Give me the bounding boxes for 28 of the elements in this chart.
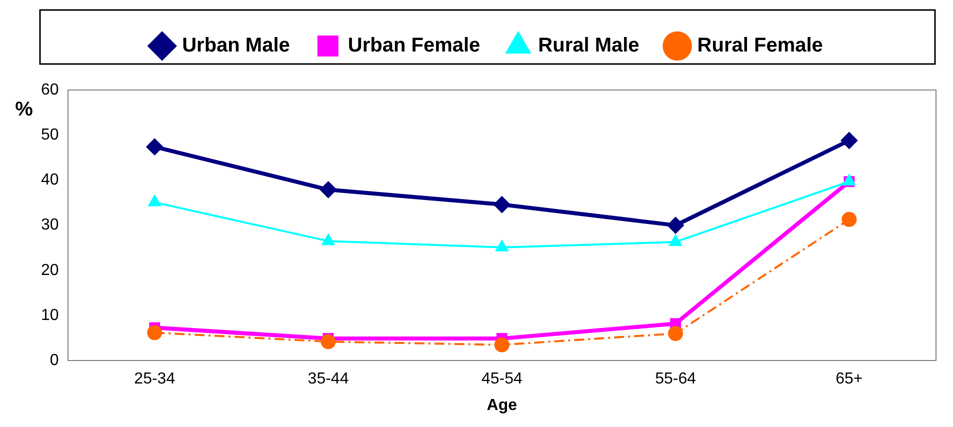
legend-label: Rural Female bbox=[697, 34, 823, 57]
x-tick-label: 65+ bbox=[836, 370, 863, 388]
point bbox=[320, 181, 337, 198]
point bbox=[493, 196, 510, 214]
point bbox=[668, 326, 684, 342]
point bbox=[146, 138, 164, 156]
x-axis-title: Age bbox=[486, 396, 518, 414]
point bbox=[842, 212, 857, 227]
legend-label: Rural Male bbox=[538, 34, 640, 57]
point bbox=[494, 337, 510, 352]
point bbox=[147, 325, 162, 340]
y-tick-label: 60 bbox=[41, 81, 59, 98]
x-tick-label: 35-44 bbox=[308, 370, 349, 388]
point bbox=[667, 216, 684, 234]
legend-label: Urban Male bbox=[182, 34, 290, 57]
y-tick-label: 10 bbox=[41, 306, 59, 324]
x-tick-label: 45-54 bbox=[481, 370, 522, 388]
point bbox=[320, 334, 336, 350]
x-tick-label: 55-64 bbox=[655, 370, 696, 388]
point bbox=[840, 132, 858, 150]
y-tick-label: 20 bbox=[41, 262, 59, 279]
y-axis-title: % bbox=[15, 98, 34, 121]
y-tick-label: 0 bbox=[50, 352, 59, 370]
x-tick-label: 25-34 bbox=[134, 370, 176, 388]
legend-label: Urban Female bbox=[348, 34, 480, 57]
y-tick-label: 50 bbox=[41, 126, 59, 144]
y-tick-label: 30 bbox=[41, 216, 59, 234]
y-tick-label: 40 bbox=[41, 172, 59, 189]
